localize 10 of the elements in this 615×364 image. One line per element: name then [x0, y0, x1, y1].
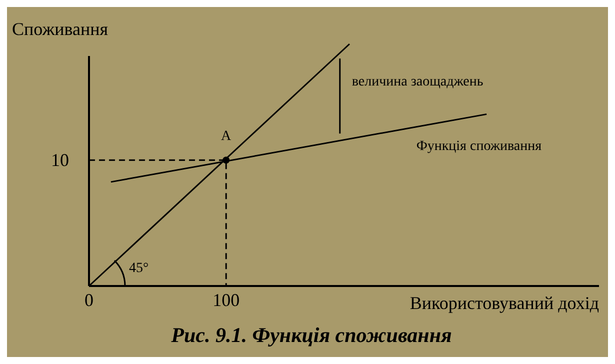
- annotation: величина заощаджень: [352, 74, 484, 90]
- x-tick-label: 0: [84, 290, 94, 310]
- y-axis-title: Споживання: [12, 19, 108, 39]
- series-label: Функція споживання: [416, 139, 542, 154]
- annotation: A: [221, 129, 232, 144]
- annotation: 10: [51, 150, 69, 170]
- annotation: 45°: [129, 261, 149, 276]
- x-axis-title: Використовуваний дохід: [410, 293, 599, 313]
- text: Рис. 9.1. Функція споживання: [170, 323, 452, 347]
- x-tick-label: 100: [212, 290, 240, 310]
